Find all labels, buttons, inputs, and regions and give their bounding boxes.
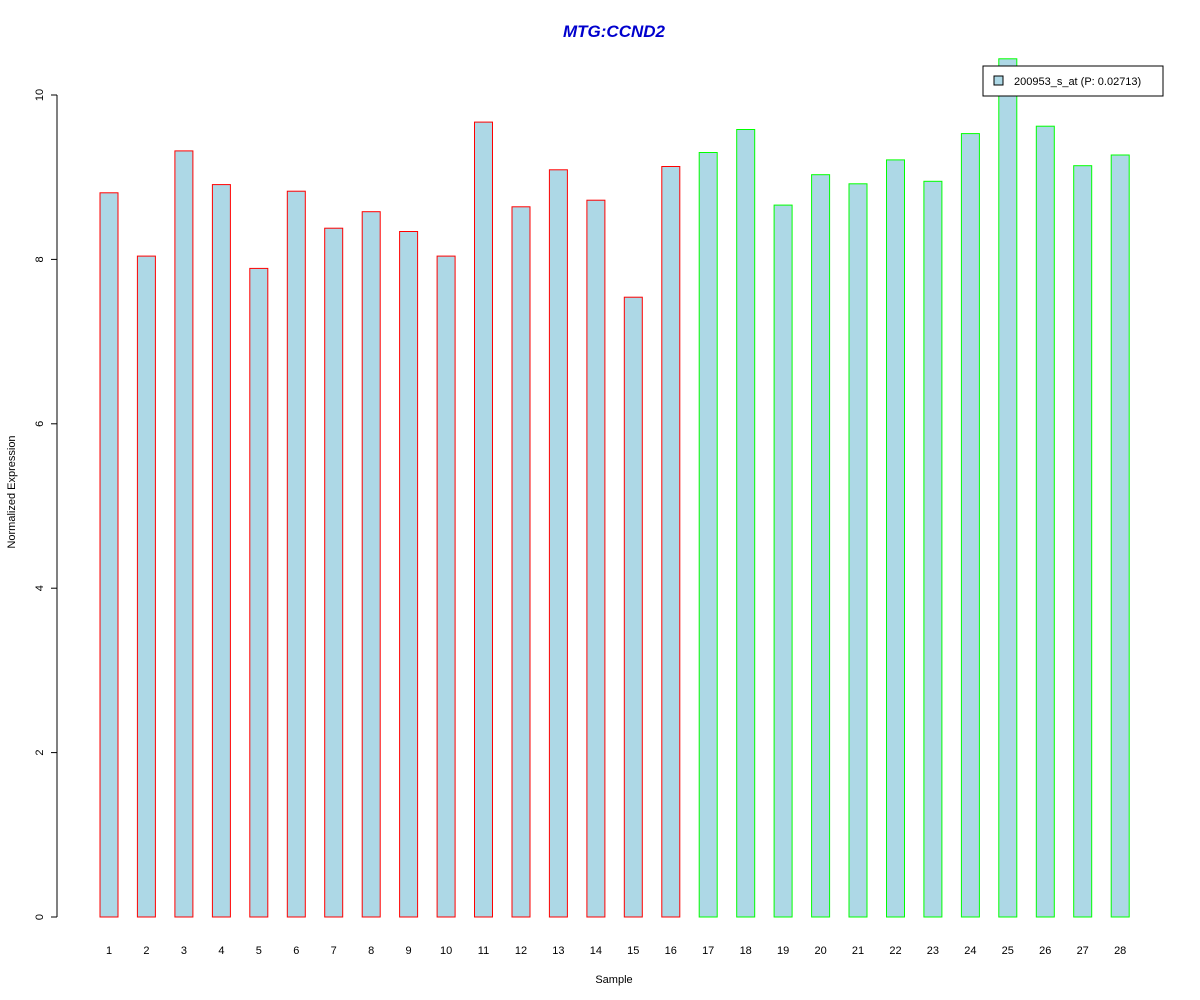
x-tick-label: 12 <box>515 945 527 957</box>
x-tick-label: 4 <box>218 945 224 957</box>
x-tick-label: 20 <box>814 945 826 957</box>
x-tick-label: 7 <box>331 945 337 957</box>
bar-sample-4 <box>211 184 231 918</box>
x-tick-label: 10 <box>440 945 452 957</box>
bar-sample-8 <box>361 211 381 918</box>
x-tick-label: 27 <box>1077 945 1089 957</box>
y-tick-label: 4 <box>34 585 46 591</box>
legend-label: 200953_s_at (P: 0.02713) <box>1014 76 1141 88</box>
bar-sample-24 <box>960 133 980 918</box>
legend: 200953_s_at (P: 0.02713) <box>982 65 1164 97</box>
x-tick-label: 9 <box>406 945 412 957</box>
bar-sample-13 <box>548 169 568 918</box>
legend-box <box>982 65 1164 97</box>
legend-swatch <box>993 75 1004 86</box>
bar-sample-6 <box>286 190 306 918</box>
bar-sample-1 <box>99 192 119 918</box>
x-tick-label: 3 <box>181 945 187 957</box>
bar-sample-22 <box>886 159 905 918</box>
x-tick-label: 24 <box>964 945 976 957</box>
x-tick-label: 25 <box>1002 945 1014 957</box>
y-tick-label: 8 <box>34 256 46 262</box>
x-tick-label: 19 <box>777 945 789 957</box>
y-tick-label: 6 <box>34 421 46 427</box>
x-tick-label: 21 <box>852 945 864 957</box>
x-tick-label: 6 <box>293 945 299 957</box>
bar-sample-7 <box>324 227 344 918</box>
bar-sample-5 <box>249 267 269 918</box>
bar-sample-2 <box>136 255 156 918</box>
y-tick-label: 10 <box>34 89 46 101</box>
x-tick-label: 18 <box>740 945 752 957</box>
x-tick-label: 14 <box>590 945 602 957</box>
bar-sample-28 <box>1110 154 1130 918</box>
y-axis: 0 2 4 6 8 10 <box>34 89 58 920</box>
x-tick-label: 5 <box>256 945 262 957</box>
x-tick-label: 15 <box>627 945 639 957</box>
x-axis-label: Sample <box>595 974 632 986</box>
x-tick-label: 16 <box>665 945 677 957</box>
x-tick-label: 22 <box>889 945 901 957</box>
x-tick-label: 26 <box>1039 945 1051 957</box>
bar-sample-16 <box>661 166 681 918</box>
x-tick-label: 1 <box>106 945 112 957</box>
y-axis-label: Normalized Expression <box>6 435 18 548</box>
bar-sample-18 <box>736 129 756 918</box>
bar-sample-26 <box>1035 125 1055 918</box>
y-tick-label: 2 <box>34 750 46 756</box>
bar-sample-17 <box>698 152 718 918</box>
bars-group <box>99 58 1130 918</box>
bar-sample-20 <box>811 174 831 918</box>
y-tick-label: 0 <box>34 914 46 920</box>
bar-sample-15 <box>623 296 643 918</box>
bar-sample-21 <box>848 183 868 918</box>
bar-sample-27 <box>1073 165 1093 918</box>
x-tick-label: 17 <box>702 945 714 957</box>
bar-sample-9 <box>399 231 419 918</box>
x-tick-label: 13 <box>552 945 564 957</box>
bar-sample-23 <box>923 180 943 918</box>
bar-sample-11 <box>474 121 493 918</box>
chart-title: MTG:CCND2 <box>563 22 666 41</box>
bar-sample-19 <box>773 204 793 918</box>
bar-sample-14 <box>586 199 606 918</box>
x-tick-label: 8 <box>368 945 374 957</box>
bar-sample-12 <box>511 206 531 918</box>
bar-sample-10 <box>436 255 456 918</box>
bar-sample-25 <box>998 58 1018 918</box>
bar-sample-3 <box>174 150 194 918</box>
x-tick-label: 28 <box>1114 945 1126 957</box>
x-tick-label: 2 <box>143 945 149 957</box>
x-tick-label: 23 <box>927 945 939 957</box>
x-tick-labels: 1 2 3 4 5 6 7 8 9 10 11 12 13 14 15 16 17 18 19 20 21 22 23 24 2… <box>106 945 1126 957</box>
x-tick-label: 11 <box>478 945 489 957</box>
